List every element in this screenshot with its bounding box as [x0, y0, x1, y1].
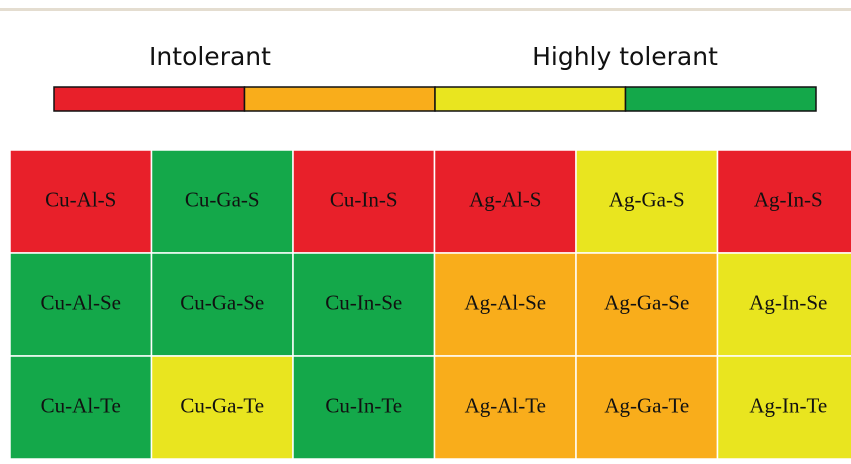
top-rule [0, 8, 851, 11]
legend-high-label: Highly tolerant [532, 42, 718, 71]
cell [9, 355, 153, 460]
cell-label: Cu-In-Se [325, 290, 402, 314]
cell-label: Cu-Al-Se [41, 290, 122, 314]
cell [150, 149, 294, 254]
cell-label: Cu-Ga-Te [180, 393, 264, 417]
color-scale [53, 86, 817, 112]
cell-label: Cu-Al-S [45, 187, 116, 211]
cell-label: Cu-Al-Te [41, 393, 121, 417]
cell-label: Ag-Al-Te [465, 393, 546, 417]
cell-label: Ag-Ga-Te [604, 393, 689, 417]
cell [716, 252, 851, 357]
cell [150, 355, 294, 460]
scale-segment [624, 86, 817, 112]
cell [433, 355, 577, 460]
cell-label: Ag-In-S [754, 187, 823, 211]
cell-label: Cu-Ga-Se [180, 290, 264, 314]
cell-label: Ag-In-Te [749, 393, 827, 417]
cell-label: Ag-Ga-S [609, 187, 685, 211]
cell-label: Ag-In-Se [749, 290, 827, 314]
tolerance-table: Cu-Al-S Cu-Ga-S Cu-In-S Ag-Al-S Ag-Ga-S Ag-In… [9, 149, 851, 460]
cell [575, 149, 719, 254]
cell [9, 252, 153, 357]
legend-low-label: Intolerant [149, 42, 271, 71]
cell [575, 252, 719, 357]
cell-label: Cu-Ga-S [185, 187, 260, 211]
cell [716, 149, 851, 254]
cell [433, 149, 577, 254]
cell [433, 252, 577, 357]
scale-segment [243, 86, 436, 112]
cell-label: Ag-Ga-Se [604, 290, 689, 314]
cell-label: Ag-Al-Se [464, 290, 546, 314]
cell-label: Cu-In-S [330, 187, 398, 211]
scale-segment [53, 86, 246, 112]
scale-segment [434, 86, 627, 112]
cell-label: Cu-In-Te [325, 393, 402, 417]
cell [716, 355, 851, 460]
cell-label: Ag-Al-S [469, 187, 541, 211]
cell [9, 149, 153, 254]
cell [292, 355, 436, 460]
cell [575, 355, 719, 460]
cell [292, 149, 436, 254]
